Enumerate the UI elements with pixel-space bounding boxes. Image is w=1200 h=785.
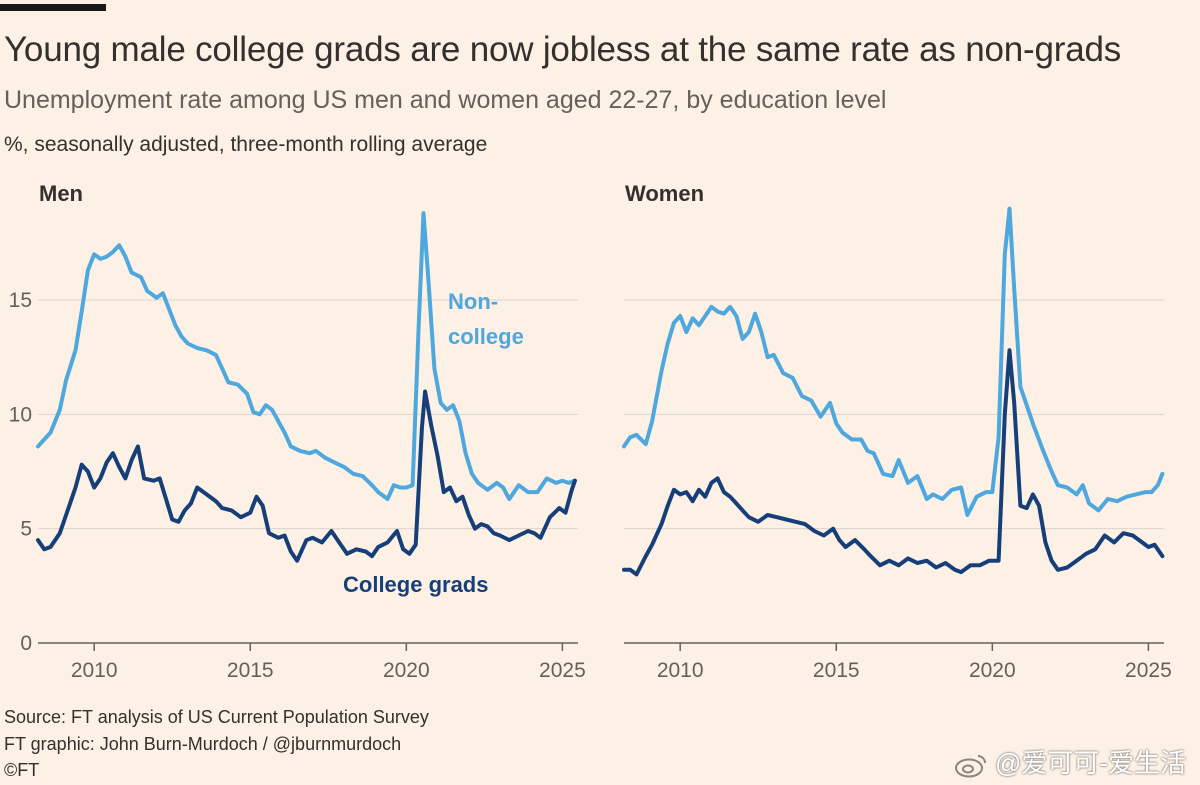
women-xtick-2010: 2010 [657, 659, 704, 682]
panel-title-men: Men [39, 181, 83, 206]
source-note: Source: FT analysis of US Current Popula… [4, 707, 429, 727]
watermark: @爱可可-爱生活 [954, 743, 1186, 780]
panel-women: 2010 2015 2020 2025 [622, 206, 1172, 682]
watermark-text: @爱可可-爱生活 [994, 748, 1186, 778]
label-college-grads: College grads [343, 572, 488, 597]
chart-subtitle: Unemployment rate among US men and women… [4, 86, 887, 114]
men-xtick-2020: 2020 [383, 659, 430, 682]
label-non-college-line2: college [448, 324, 524, 349]
men-xtick-2015: 2015 [227, 659, 274, 682]
women-line-non-college [622, 206, 1165, 517]
chart-title: Young male college grads are now jobless… [4, 30, 1122, 69]
weibo-icon [954, 755, 986, 778]
men-ytick-15: 15 [9, 289, 32, 312]
men-ytick-10: 10 [9, 403, 32, 426]
men-line-non-college [36, 211, 577, 501]
women-xtick-2020: 2020 [969, 659, 1016, 682]
unit-note: %, seasonally adjusted, three-month roll… [4, 133, 488, 156]
panel-men: 0 5 10 15 2010 2015 2020 2025 Non-college College… [9, 211, 586, 682]
brand-bar [0, 4, 106, 11]
women-xtick-2025: 2025 [1125, 659, 1172, 682]
label-non-college: Non-college [448, 289, 524, 349]
men-xtick-2025: 2025 [539, 659, 586, 682]
men-ytick-5: 5 [20, 518, 32, 541]
women-xtick-2015: 2015 [813, 659, 860, 682]
women-line-college-grads [622, 348, 1165, 577]
label-non-college-line1: Non- [448, 289, 498, 314]
men-xtick-2010: 2010 [71, 659, 118, 682]
credit-note: FT graphic: John Burn-Murdoch / @jburnmu… [4, 734, 402, 754]
men-ytick-0: 0 [20, 632, 32, 655]
panel-title-women: Women [625, 181, 705, 206]
men-line-college-grads [36, 389, 577, 563]
copyright: ©FT [4, 760, 40, 780]
